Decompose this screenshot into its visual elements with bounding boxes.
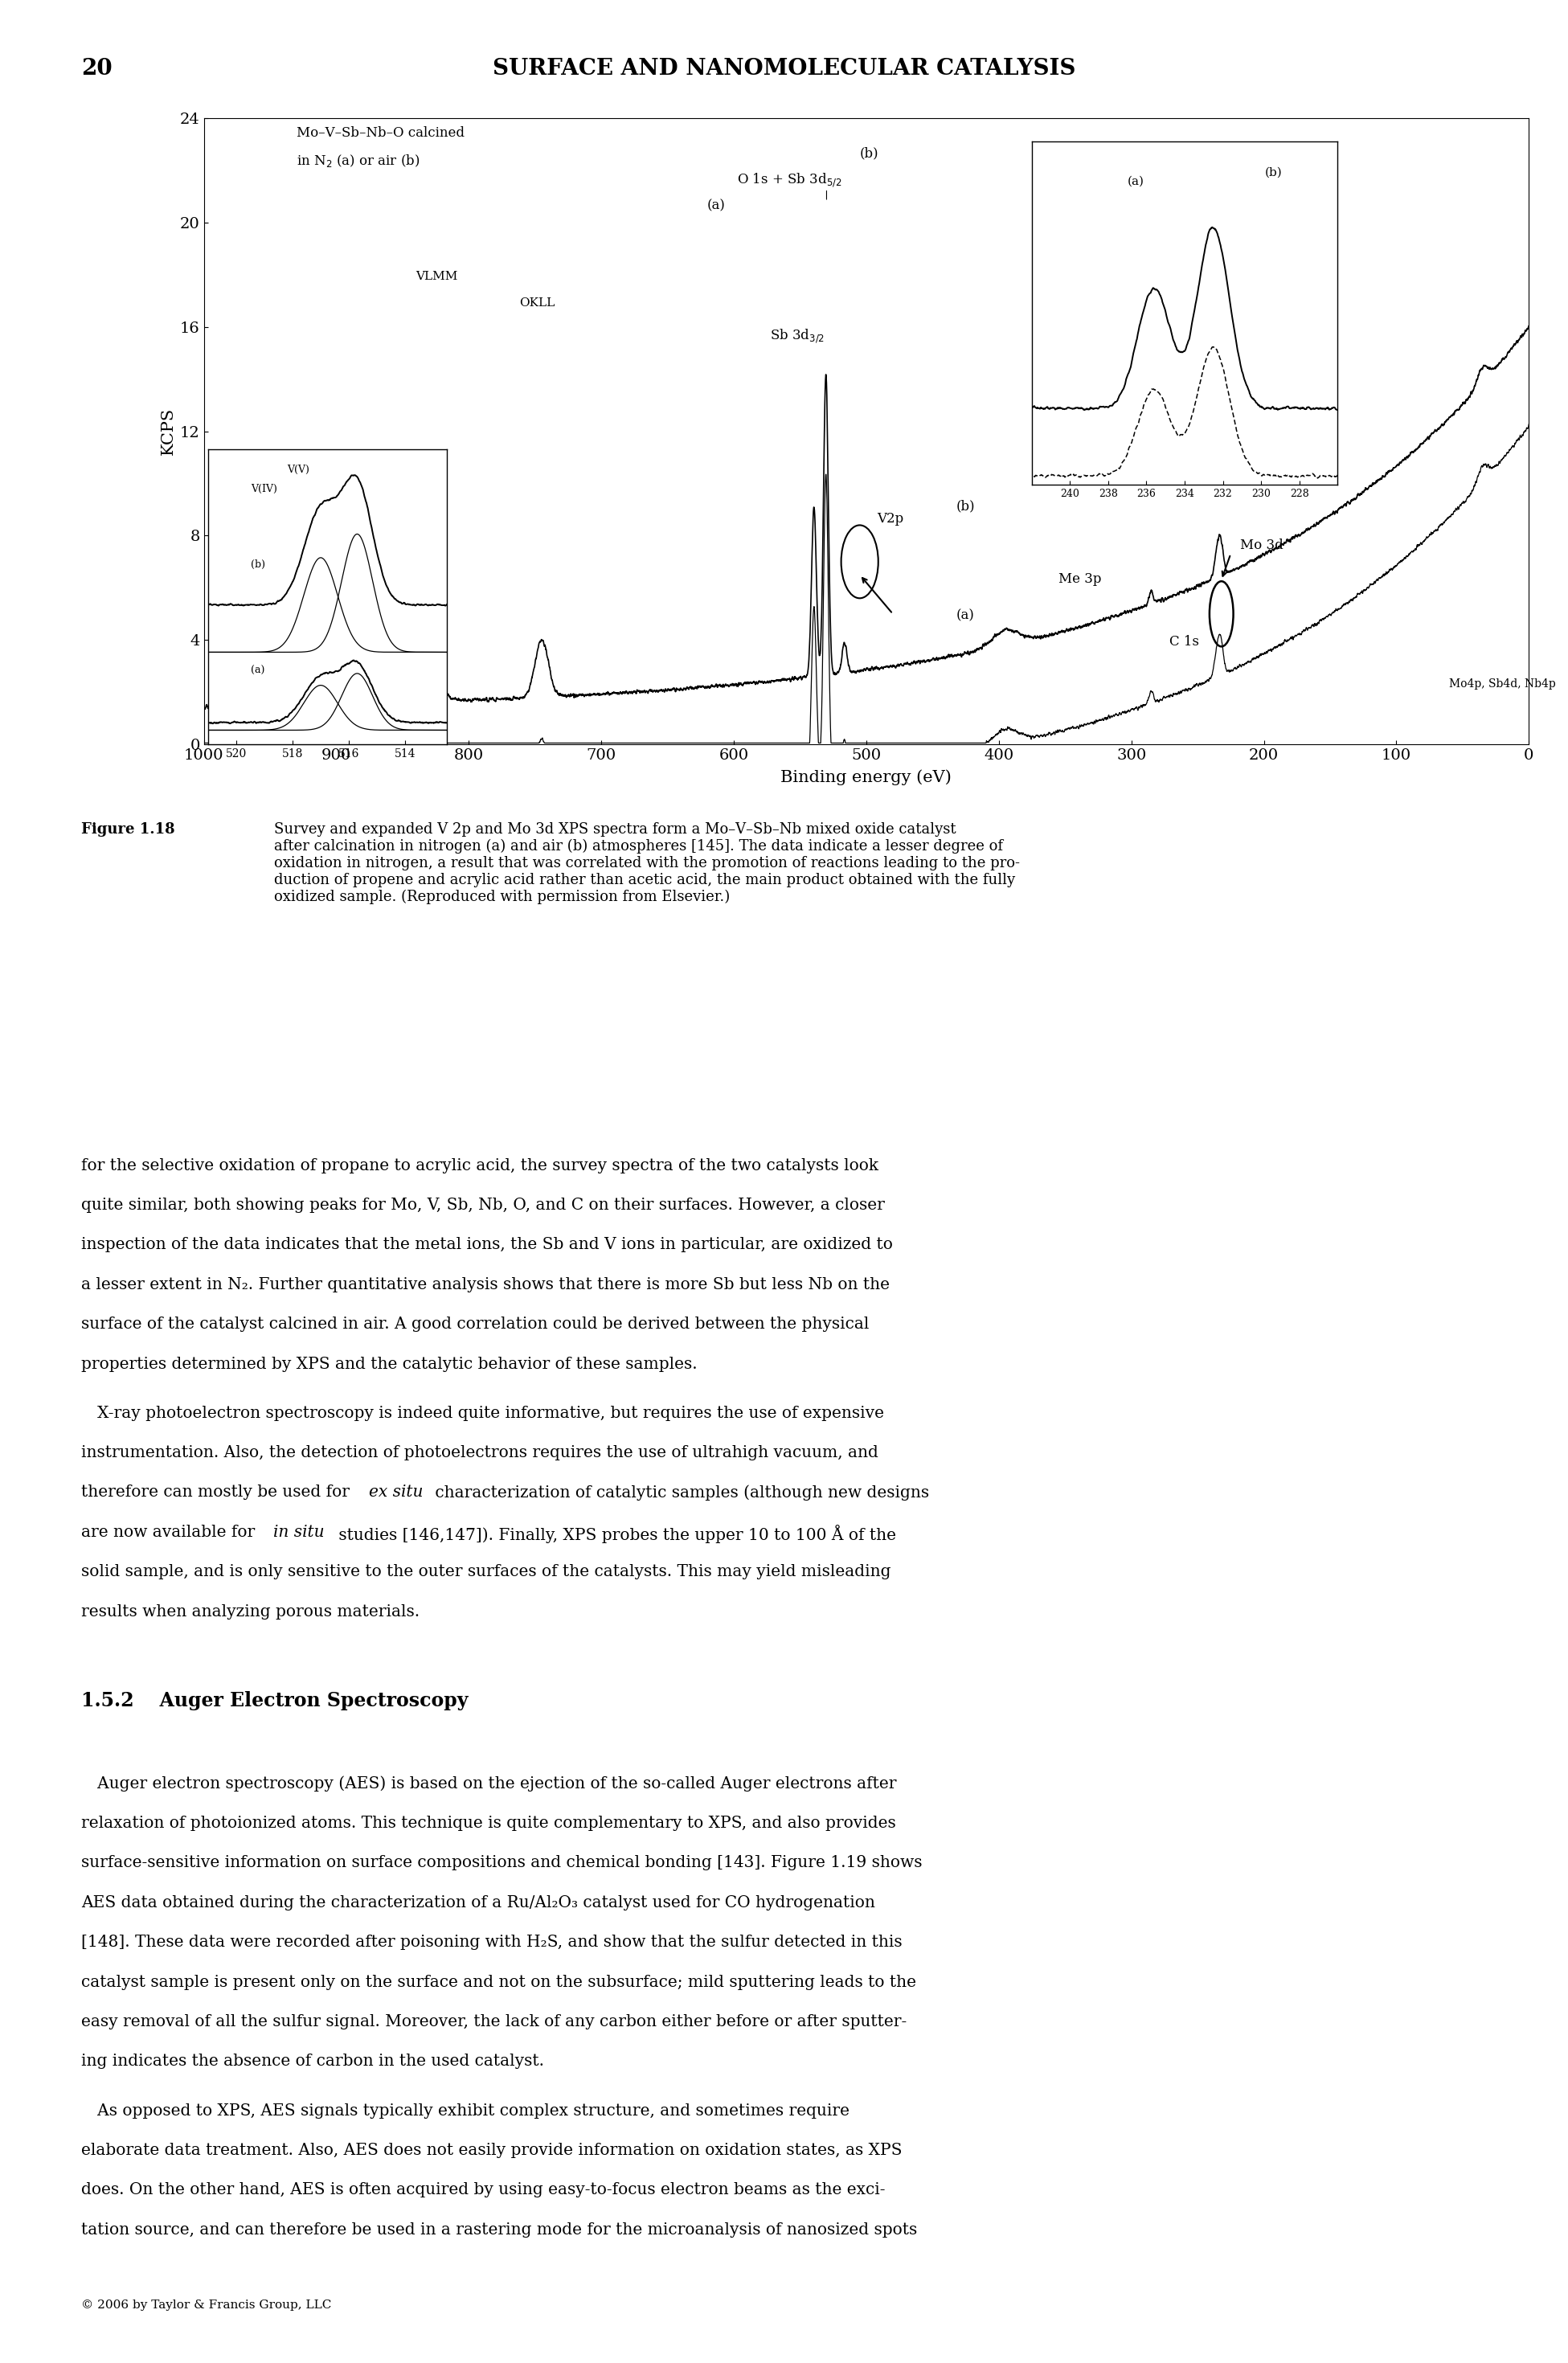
Text: therefore can mostly be used for: therefore can mostly be used for <box>82 1484 354 1501</box>
Text: OKLL: OKLL <box>519 298 555 310</box>
Text: characterization of catalytic samples (although new designs: characterization of catalytic samples (a… <box>430 1484 928 1501</box>
Text: O 1s + Sb 3d$_{5/2}$: O 1s + Sb 3d$_{5/2}$ <box>737 170 842 189</box>
Text: surface-sensitive information on surface compositions and chemical bonding [143]: surface-sensitive information on surface… <box>82 1855 922 1871</box>
Text: solid sample, and is only sensitive to the outer surfaces of the catalysts. This: solid sample, and is only sensitive to t… <box>82 1564 891 1578</box>
Text: inspection of the data indicates that the metal ions, the Sb and V ions in parti: inspection of the data indicates that th… <box>82 1238 894 1252</box>
Text: relaxation of photoionized atoms. This technique is quite complementary to XPS, : relaxation of photoionized atoms. This t… <box>82 1815 897 1831</box>
Text: C 1s: C 1s <box>1170 636 1200 647</box>
Text: V(V): V(V) <box>287 466 309 475</box>
Text: instrumentation. Also, the detection of photoelectrons requires the use of ultra: instrumentation. Also, the detection of … <box>82 1446 878 1460</box>
Text: (b): (b) <box>251 560 265 569</box>
Text: VLMM: VLMM <box>416 272 458 281</box>
Text: X-ray photoelectron spectroscopy is indeed quite informative, but requires the u: X-ray photoelectron spectroscopy is inde… <box>82 1406 884 1420</box>
X-axis label: Binding energy (eV): Binding energy (eV) <box>781 770 952 785</box>
Text: for the selective oxidation of propane to acrylic acid, the survey spectra of th: for the selective oxidation of propane t… <box>82 1158 878 1172</box>
Text: properties determined by XPS and the catalytic behavior of these samples.: properties determined by XPS and the cat… <box>82 1356 698 1371</box>
Text: Mo 3d: Mo 3d <box>1240 539 1283 553</box>
Text: Survey and expanded V 2p and Mo 3d XPS spectra form a Mo–V–Sb–Nb mixed oxide cat: Survey and expanded V 2p and Mo 3d XPS s… <box>274 822 1021 905</box>
Text: easy removal of all the sulfur signal. Moreover, the lack of any carbon either b: easy removal of all the sulfur signal. M… <box>82 2013 908 2030</box>
Text: a lesser extent in N₂. Further quantitative analysis shows that there is more Sb: a lesser extent in N₂. Further quantitat… <box>82 1276 891 1293</box>
Text: (a): (a) <box>1127 175 1145 187</box>
Text: Auger electron spectroscopy (AES) is based on the ejection of the so-called Auge: Auger electron spectroscopy (AES) is bas… <box>82 1777 897 1791</box>
Text: ing indicates the absence of carbon in the used catalyst.: ing indicates the absence of carbon in t… <box>82 2053 544 2070</box>
Text: 20: 20 <box>82 57 113 80</box>
Text: Sb 3d$_{3/2}$: Sb 3d$_{3/2}$ <box>770 328 825 345</box>
Text: As opposed to XPS, AES signals typically exhibit complex structure, and sometime: As opposed to XPS, AES signals typically… <box>82 2103 850 2117</box>
Text: © 2006 by Taylor & Francis Group, LLC: © 2006 by Taylor & Francis Group, LLC <box>82 2299 332 2311</box>
Text: studies [146,147]). Finally, XPS probes the upper 10 to 100 Å of the: studies [146,147]). Finally, XPS probes … <box>334 1524 897 1543</box>
Text: V2p: V2p <box>877 513 903 527</box>
Text: (b): (b) <box>859 147 878 161</box>
Text: Mo–V–Sb–Nb–O calcined: Mo–V–Sb–Nb–O calcined <box>296 125 464 139</box>
Text: in situ: in situ <box>273 1524 325 1541</box>
Text: V(IV): V(IV) <box>251 484 278 494</box>
Text: (b): (b) <box>1265 168 1283 180</box>
Text: (b): (b) <box>956 499 975 513</box>
Text: elaborate data treatment. Also, AES does not easily provide information on oxida: elaborate data treatment. Also, AES does… <box>82 2143 903 2157</box>
Y-axis label: KCPS: KCPS <box>160 406 176 456</box>
Text: surface of the catalyst calcined in air. A good correlation could be derived bet: surface of the catalyst calcined in air.… <box>82 1316 869 1333</box>
Text: does. On the other hand, AES is often acquired by using easy-to-focus electron b: does. On the other hand, AES is often ac… <box>82 2183 886 2198</box>
Text: (a): (a) <box>251 666 265 676</box>
Text: Figure 1.18: Figure 1.18 <box>82 822 176 837</box>
Text: are now available for: are now available for <box>82 1524 260 1541</box>
Text: AES data obtained during the characterization of a Ru/Al₂O₃ catalyst used for CO: AES data obtained during the characteriz… <box>82 1895 875 1909</box>
Text: (a): (a) <box>707 198 726 213</box>
Text: ex situ: ex situ <box>368 1484 423 1501</box>
Text: quite similar, both showing peaks for Mo, V, Sb, Nb, O, and C on their surfaces.: quite similar, both showing peaks for Mo… <box>82 1198 884 1212</box>
Text: SURFACE AND NANOMOLECULAR CATALYSIS: SURFACE AND NANOMOLECULAR CATALYSIS <box>492 57 1076 80</box>
Text: Me 3p: Me 3p <box>1058 572 1101 586</box>
Text: tation source, and can therefore be used in a rastering mode for the microanalys: tation source, and can therefore be used… <box>82 2221 917 2238</box>
Text: Mo4p, Sb4d, Nb4p: Mo4p, Sb4d, Nb4p <box>1449 678 1555 690</box>
Text: [148]. These data were recorded after poisoning with H₂S, and show that the sulf: [148]. These data were recorded after po… <box>82 1935 903 1949</box>
Text: in N$_2$ (a) or air (b): in N$_2$ (a) or air (b) <box>296 154 420 170</box>
Text: (a): (a) <box>956 610 975 621</box>
Text: results when analyzing porous materials.: results when analyzing porous materials. <box>82 1604 420 1619</box>
Text: catalyst sample is present only on the surface and not on the subsurface; mild s: catalyst sample is present only on the s… <box>82 1975 917 1990</box>
Text: 1.5.2  Auger Electron Spectroscopy: 1.5.2 Auger Electron Spectroscopy <box>82 1692 469 1711</box>
